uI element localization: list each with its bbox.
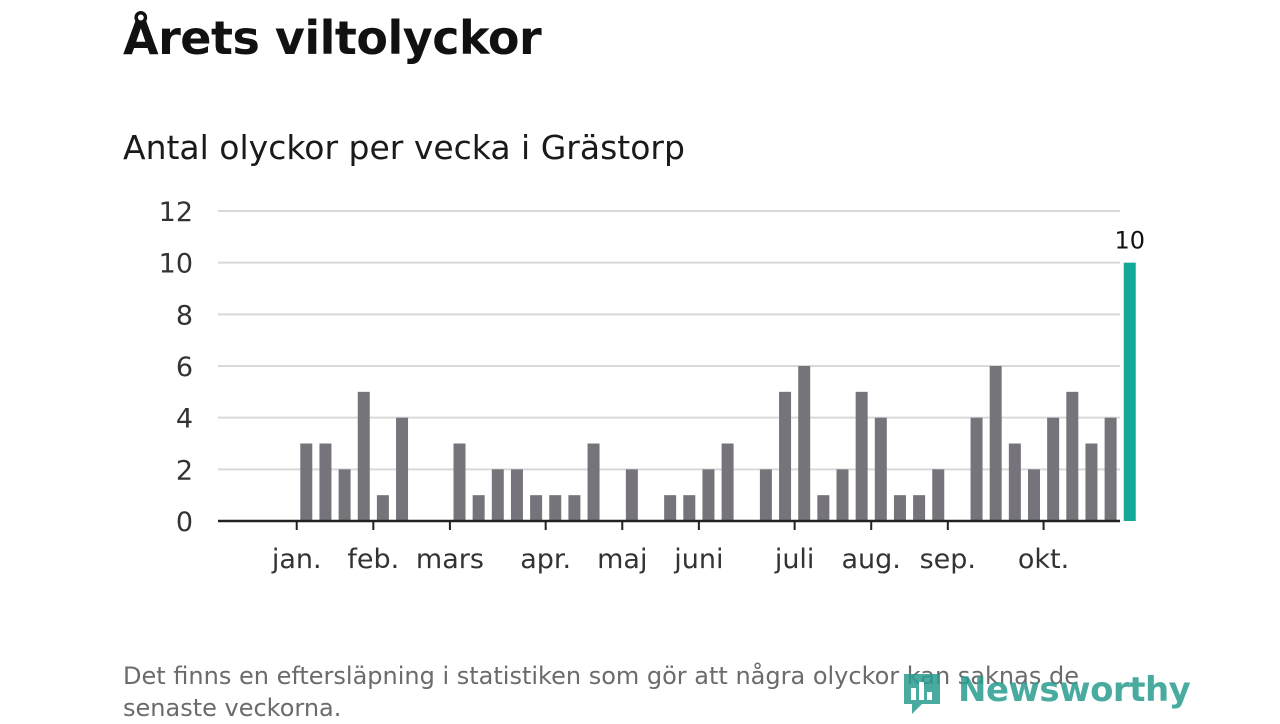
bar bbox=[1047, 417, 1060, 521]
bar bbox=[453, 443, 466, 521]
bar bbox=[798, 366, 811, 521]
chart-subtitle: Antal olyckor per vecka i Grästorp bbox=[123, 128, 685, 167]
bar bbox=[1085, 443, 1098, 521]
bar bbox=[970, 417, 983, 521]
x-tick-label: aug. bbox=[842, 544, 901, 575]
bar bbox=[472, 495, 485, 521]
x-tick-label: okt. bbox=[1018, 544, 1069, 575]
bar bbox=[836, 469, 849, 521]
bar bbox=[357, 391, 370, 521]
x-tick-label: juni bbox=[673, 544, 723, 575]
bar bbox=[319, 443, 332, 521]
y-axis-tick-labels: 0 2 4 6 8 10 12 bbox=[159, 197, 193, 538]
bars bbox=[300, 262, 1136, 521]
newsworthy-logo-icon bbox=[904, 674, 940, 714]
bar bbox=[1066, 391, 1079, 521]
bar bbox=[721, 443, 734, 521]
newsworthy-logo: Newsworthy bbox=[900, 668, 1191, 720]
x-tick-label: apr. bbox=[520, 544, 571, 575]
x-tick-label: juli bbox=[774, 544, 815, 575]
bar bbox=[568, 495, 581, 521]
bar bbox=[549, 495, 562, 521]
bar bbox=[587, 443, 600, 521]
bar bbox=[491, 469, 504, 521]
bar bbox=[510, 469, 523, 521]
chart-title: Årets viltolyckor bbox=[123, 11, 542, 65]
bar bbox=[702, 469, 715, 521]
bar bbox=[625, 469, 638, 521]
x-axis bbox=[218, 519, 1120, 530]
bar bbox=[989, 366, 1002, 521]
bar bbox=[817, 495, 830, 521]
x-axis-month-labels: jan. feb. mars apr. maj juni juli aug. sep. okt. bbox=[271, 544, 1069, 575]
y-tick-label: 4 bbox=[176, 404, 193, 435]
bar bbox=[376, 495, 389, 521]
y-tick-label: 6 bbox=[176, 352, 193, 383]
bar bbox=[664, 495, 677, 521]
bar bbox=[338, 469, 351, 521]
bar bbox=[893, 495, 906, 521]
bar bbox=[530, 495, 543, 521]
bar bbox=[1008, 443, 1021, 521]
y-tick-label: 2 bbox=[176, 455, 193, 486]
bar bbox=[913, 495, 926, 521]
data-labels: 10 bbox=[1114, 227, 1145, 255]
bar bbox=[300, 443, 313, 521]
y-tick-label: 12 bbox=[159, 197, 193, 228]
gridlines bbox=[218, 210, 1120, 471]
y-tick-label: 10 bbox=[159, 249, 193, 280]
x-tick-label: maj bbox=[597, 544, 647, 575]
x-tick-label: sep. bbox=[920, 544, 976, 575]
bar-highlight bbox=[1123, 262, 1136, 521]
x-tick-label: feb. bbox=[347, 544, 399, 575]
x-tick-label: mars bbox=[416, 544, 484, 575]
y-tick-label: 0 bbox=[176, 507, 193, 538]
bar bbox=[759, 469, 772, 521]
bar bbox=[1028, 469, 1040, 521]
newsworthy-logo-text: Newsworthy bbox=[958, 670, 1191, 710]
y-tick-label: 8 bbox=[176, 300, 193, 331]
bar bbox=[1104, 417, 1117, 521]
highlight-value-label: 10 bbox=[1114, 227, 1145, 255]
bar bbox=[932, 469, 945, 521]
bar bbox=[396, 417, 409, 521]
bar bbox=[683, 495, 696, 521]
x-tick-label: jan. bbox=[271, 544, 322, 575]
bar bbox=[855, 391, 868, 521]
bar bbox=[779, 391, 792, 521]
bar bbox=[874, 417, 887, 521]
